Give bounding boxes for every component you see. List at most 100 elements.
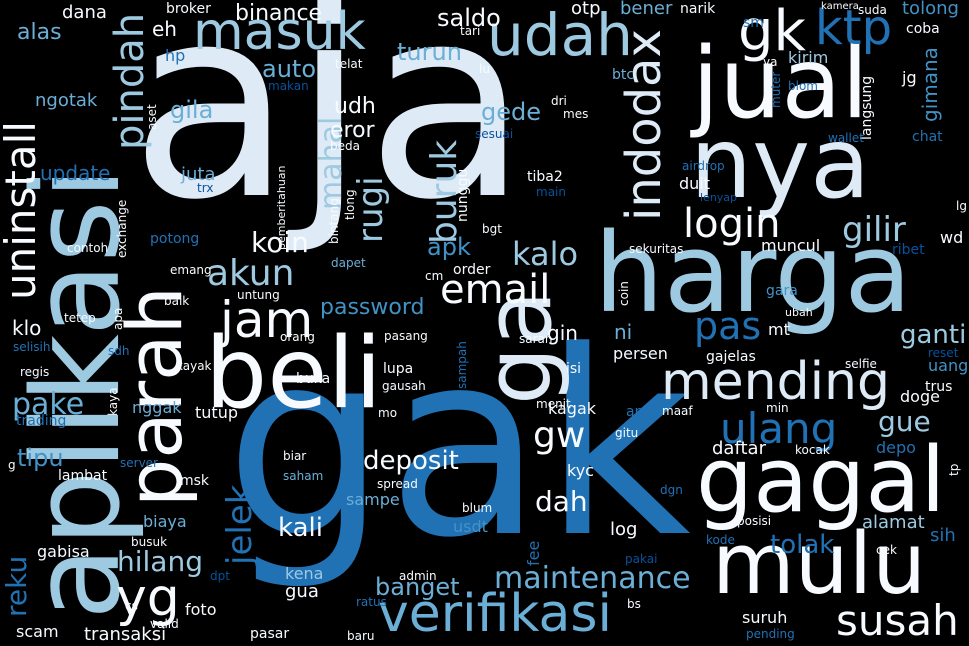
word: wd <box>940 228 964 247</box>
word: tetep <box>64 311 96 325</box>
word: muter <box>769 71 783 108</box>
word: dana <box>62 2 107 23</box>
word: exchange <box>115 199 129 258</box>
word: bgt <box>482 222 502 236</box>
word: ubah <box>785 306 813 319</box>
word: kagak <box>548 399 597 418</box>
word: scam <box>16 622 59 641</box>
word: binance <box>235 1 323 26</box>
word: mulu <box>712 515 927 614</box>
word: saham <box>283 469 324 483</box>
word: tiba2 <box>527 169 563 185</box>
word: kyc <box>567 461 594 480</box>
word: jelek <box>220 484 260 565</box>
word: yg <box>116 568 180 628</box>
word: kocak <box>795 443 830 457</box>
word: main <box>536 185 566 199</box>
word: jual <box>692 27 869 141</box>
word: lenyap <box>700 191 738 204</box>
word: eh <box>152 17 177 41</box>
word: trus <box>925 379 953 395</box>
word: turun <box>397 38 462 66</box>
word: msk <box>180 473 210 489</box>
word: narik <box>680 1 716 17</box>
word: gak <box>225 297 691 594</box>
word: ktp <box>815 0 893 56</box>
word: kaya <box>106 387 120 416</box>
word: spread <box>377 477 418 491</box>
word: coin <box>617 281 631 306</box>
word: sih <box>930 525 956 546</box>
word: tlong <box>343 189 357 220</box>
word: tp <box>947 463 961 476</box>
word: muncul <box>761 236 821 255</box>
word: gw <box>533 415 586 456</box>
word: apk <box>427 233 471 261</box>
word: nggak <box>132 398 182 417</box>
word: duit <box>679 174 711 193</box>
word: min <box>766 401 789 415</box>
word: maintenance <box>494 561 691 596</box>
word: nunggu <box>455 168 471 222</box>
word: contoh <box>67 241 109 255</box>
word: dapet <box>331 256 366 270</box>
word: alamat <box>862 512 925 533</box>
word: mes <box>563 107 589 121</box>
word: mt <box>768 320 790 339</box>
word: chat <box>912 129 943 145</box>
word: beli <box>205 317 382 431</box>
word: ganti <box>900 320 967 350</box>
word: fee <box>524 540 543 566</box>
word: ratus <box>356 595 387 609</box>
word: regis <box>20 365 50 379</box>
word: order <box>453 262 491 278</box>
word: orang <box>280 330 315 344</box>
word: gede <box>481 98 541 126</box>
word: gue <box>878 405 931 438</box>
word: pending <box>746 627 795 641</box>
word: akun <box>207 253 295 294</box>
word: dri <box>551 94 567 108</box>
word: otp <box>571 0 601 19</box>
word: sampe <box>346 490 400 509</box>
word: tari <box>460 24 481 38</box>
word: wallet <box>828 131 864 145</box>
word: foto <box>185 600 217 619</box>
word: email <box>440 267 551 313</box>
word: selfie <box>845 357 877 371</box>
word: susah <box>836 596 959 645</box>
word: gajelas <box>706 349 756 365</box>
word: gin <box>547 321 578 345</box>
word: trading <box>16 413 67 429</box>
word: klo <box>12 316 42 340</box>
word: baru <box>347 629 375 643</box>
word: lupa <box>383 361 414 377</box>
word: kode <box>706 533 735 547</box>
word: password <box>320 295 425 320</box>
word: bener <box>620 0 673 19</box>
word: hilang <box>117 545 203 578</box>
word: potong <box>150 231 200 247</box>
word: usdt <box>453 517 488 536</box>
word: masuk <box>193 2 366 62</box>
word: kalo <box>512 235 579 273</box>
word: cs <box>125 599 138 613</box>
word: kena <box>285 564 324 583</box>
word: tolak <box>770 530 835 560</box>
word: lg <box>956 199 967 213</box>
word: hp <box>165 46 186 65</box>
word: nya <box>690 107 871 221</box>
word: untung <box>237 288 280 302</box>
word: jam <box>220 291 314 349</box>
word: bs <box>627 597 641 611</box>
word: gausah <box>382 379 426 393</box>
word: pake <box>12 387 85 422</box>
word: pasar <box>250 626 290 642</box>
word: makan <box>268 79 309 93</box>
word: udh <box>334 94 376 119</box>
word: udah <box>487 1 633 69</box>
word: busuk <box>131 535 168 549</box>
word: maaf <box>662 404 693 418</box>
word: depo <box>876 438 916 457</box>
